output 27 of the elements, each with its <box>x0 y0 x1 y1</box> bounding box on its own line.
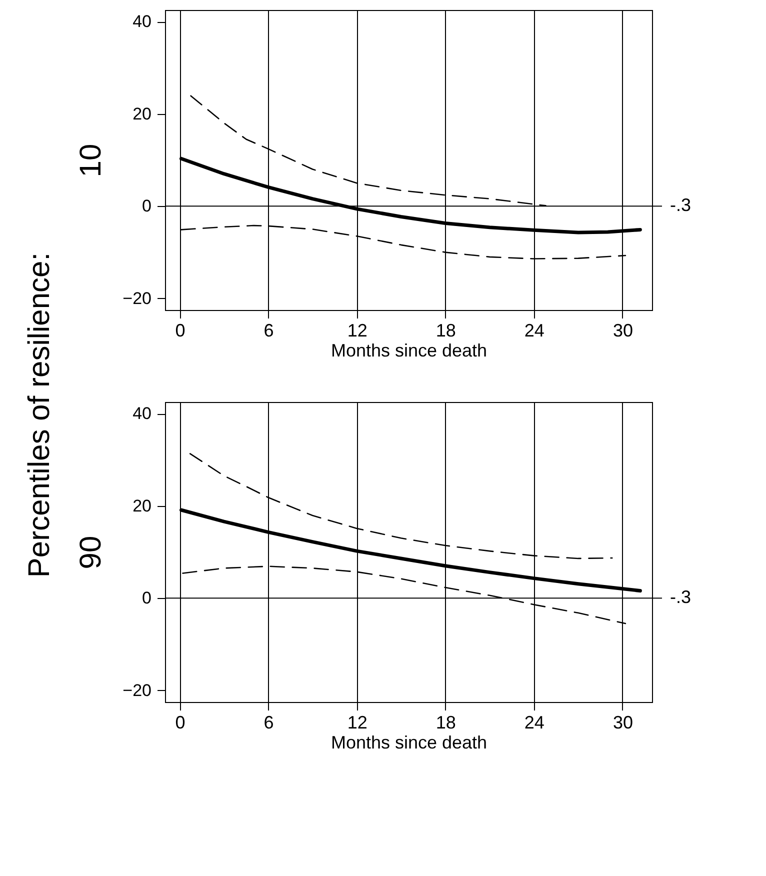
x-tick-label: 30 <box>612 320 633 340</box>
x-tick-label: 18 <box>436 712 456 732</box>
y-tick-label: 40 <box>132 404 152 424</box>
y-tick-label: 0 <box>142 196 152 216</box>
x-tick-label: 24 <box>524 320 544 340</box>
y-axis-title: 10 <box>74 144 108 178</box>
x-tick-label: 0 <box>175 712 186 732</box>
x-tick-label: 6 <box>264 712 274 732</box>
x-tick-label: 12 <box>347 712 368 732</box>
text: -.3 <box>670 587 692 608</box>
y-tick-label: 20 <box>132 104 152 124</box>
x-axis-title: Months since death <box>330 732 488 752</box>
y-tick-label: −20 <box>122 680 152 700</box>
x-tick-label: 0 <box>175 320 186 340</box>
y-tick-label: 0 <box>142 588 152 608</box>
x-tick-label: 24 <box>524 712 544 732</box>
text: Percentiles of resilience: <box>23 252 57 578</box>
y-tick-label: −20 <box>122 288 152 308</box>
x-tick-label: 6 <box>264 320 274 340</box>
y-tick-label: 40 <box>132 12 152 32</box>
y-tick-label: 20 <box>132 496 152 516</box>
y-axis-title: 90 <box>74 536 108 570</box>
x-tick-label: 12 <box>347 320 368 340</box>
text: -.3 <box>670 195 692 216</box>
x-axis-title: Months since death <box>330 340 488 360</box>
x-tick-label: 18 <box>436 320 456 340</box>
x-tick-label: 30 <box>612 712 633 732</box>
